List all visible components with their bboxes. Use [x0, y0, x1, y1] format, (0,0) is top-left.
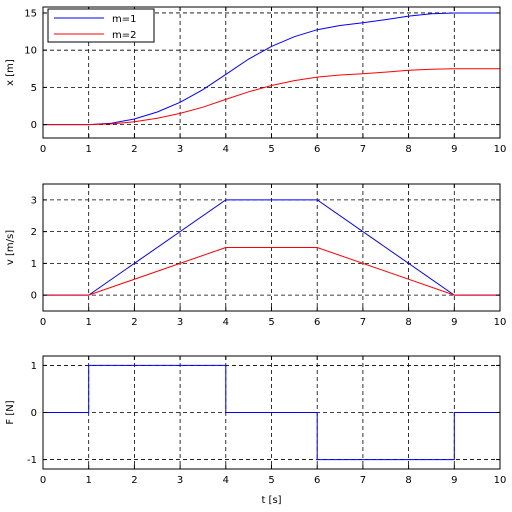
x-axis-label: t [s]: [261, 495, 281, 506]
x-tick-label: 5: [268, 144, 274, 155]
x-tick-label: 7: [360, 144, 366, 155]
x-tick-label: 9: [451, 317, 457, 328]
x-tick-label: 0: [40, 475, 46, 486]
x-tick-label: 7: [360, 317, 366, 328]
legend-label-2: m=2: [112, 30, 136, 41]
legend-box: [47, 8, 155, 43]
x-tick-label: 10: [494, 475, 507, 486]
x-tick-label: 9: [451, 475, 457, 486]
y-tick-label: 5: [31, 83, 37, 94]
x-tick-label: 1: [86, 144, 92, 155]
x-tick-label: 4: [223, 144, 229, 155]
x-tick-label: 6: [314, 475, 320, 486]
x-tick-label: 3: [177, 475, 183, 486]
x-tick-label: 2: [131, 144, 137, 155]
series-line-2: [43, 68, 500, 126]
y-axis-label: v [m/s]: [5, 230, 16, 265]
y-axis-label: x [m]: [5, 59, 16, 86]
x-tick-label: 6: [314, 317, 320, 328]
y-tick-label: 1: [31, 361, 37, 372]
x-tick-label: 9: [451, 144, 457, 155]
y-tick-label: 2: [31, 227, 37, 238]
x-tick-label: 4: [223, 475, 229, 486]
y-tick-label: 0: [31, 291, 37, 302]
series-line-1: [43, 364, 500, 461]
y-tick-label: -1: [27, 455, 37, 466]
chart-panel-2: 0 1 2 3 4 5 6 7 8 9 10 0 1 2 3 v [m/s]: [5, 183, 507, 328]
y-tick-label: 10: [24, 46, 37, 57]
x-tick-label: 7: [360, 475, 366, 486]
x-tick-label: 4: [223, 317, 229, 328]
y-tick-label: 0: [31, 120, 37, 131]
x-tick-label: 3: [177, 317, 183, 328]
series-line-2: [43, 247, 500, 296]
x-tick-label: 2: [131, 475, 137, 486]
x-tick-label: 8: [405, 475, 411, 486]
x-tick-label: 8: [405, 144, 411, 155]
y-tick-label: 0: [31, 408, 37, 419]
x-tick-label: 6: [314, 144, 320, 155]
x-tick-label: 10: [494, 144, 507, 155]
x-tick-label: 8: [405, 317, 411, 328]
y-tick-label: 15: [24, 8, 37, 19]
x-tick-label: 5: [268, 475, 274, 486]
x-tick-label: 1: [86, 475, 92, 486]
x-tick-label: 5: [268, 317, 274, 328]
x-tick-label: 2: [131, 317, 137, 328]
y-tick-label: 1: [31, 259, 37, 270]
series-line-1: [43, 12, 500, 126]
y-tick-label: 3: [31, 195, 37, 206]
legend: m=1m=2: [47, 8, 155, 43]
x-tick-label: 1: [86, 317, 92, 328]
x-tick-label: 10: [494, 317, 507, 328]
x-tick-label: 0: [40, 317, 46, 328]
legend-label-1: m=1: [112, 14, 136, 25]
y-axis-label: F [N]: [5, 400, 16, 424]
x-tick-label: 0: [40, 144, 46, 155]
x-tick-label: 3: [177, 144, 183, 155]
